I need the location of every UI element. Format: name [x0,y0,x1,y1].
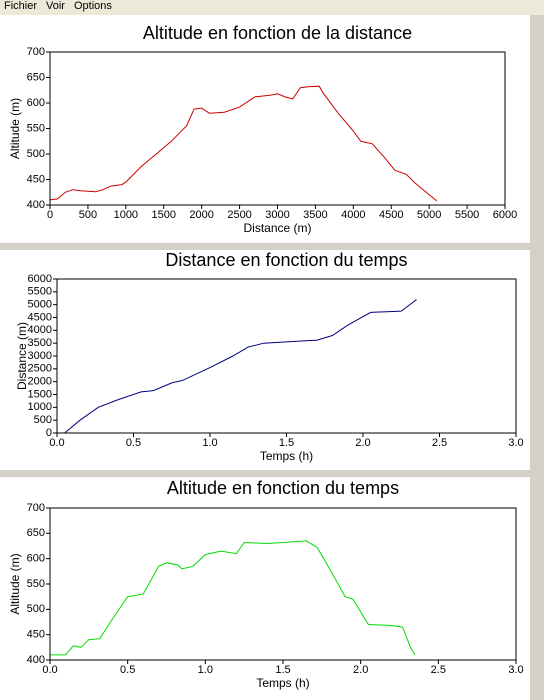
charts: Altitude en fonction de la distance Dista… [0,15,544,700]
x-tick-label: 5500 [455,209,479,221]
x-axis-label: Distance (m) [243,221,311,235]
x-tick-label: 0.5 [120,664,135,676]
y-tick-label: 600 [27,553,45,565]
menu-item[interactable]: Voir [46,0,65,12]
data-line [49,85,438,202]
x-tick-label: 1.0 [198,664,213,676]
x-tick-label: 0.0 [49,437,64,449]
data-line [50,540,416,656]
panel [0,250,530,470]
x-tick-label: 2500 [227,209,251,221]
x-tick-label: 1.5 [279,437,294,449]
x-tick-label: 1.0 [202,437,217,449]
x-tick-label: 1500 [152,209,176,221]
y-tick-label: 500 [34,414,52,426]
y-tick-label: 400 [27,654,45,666]
y-tick-label: 0 [46,427,52,439]
chart-title: Distance en fonction du temps [165,250,407,270]
plot-frame [49,51,506,206]
x-tick-label: 5000 [417,209,441,221]
x-tick-label: 3.0 [508,664,523,676]
x-tick-label: 1.5 [275,664,290,676]
x-tick-label: 2.5 [432,437,447,449]
plot-frame [56,278,517,434]
x-tick-label: 0.5 [126,437,141,449]
x-tick-label: 0.0 [42,664,57,676]
x-tick-label: 3000 [265,209,289,221]
chart-title: Altitude en fonction du temps [167,478,399,498]
y-tick-label: 500 [27,148,45,160]
chart-title: Altitude en fonction de la distance [143,23,412,43]
y-tick-label: 2000 [28,376,52,388]
y-axis-label: Altitude (m) [8,98,22,159]
y-tick-label: 3500 [28,337,52,349]
x-axis-label: Temps (h) [256,676,309,690]
y-axis-label: Altitude (m) [8,553,22,614]
y-tick-label: 2500 [28,363,52,375]
x-tick-label: 4000 [341,209,365,221]
y-axis-label: Distance (m) [15,322,29,390]
right-strip [530,15,544,700]
y-tick-label: 650 [27,527,45,539]
plot-frame [49,507,517,661]
y-tick-label: 550 [27,578,45,590]
menu-item[interactable]: Fichier [4,0,38,12]
y-tick-label: 600 [27,97,45,109]
menu-item[interactable]: Options [73,0,112,12]
y-tick-label: 450 [27,173,45,185]
data-line [57,299,417,434]
x-tick-label: 4500 [379,209,403,221]
x-tick-label: 2.0 [353,664,368,676]
menu-bar: Fichier Voir Options [0,0,544,15]
x-tick-label: 6000 [493,209,517,221]
y-tick-label: 4500 [28,311,52,323]
y-tick-label: 700 [27,46,45,58]
y-tick-label: 4000 [28,324,52,336]
x-tick-label: 3.0 [508,437,523,449]
x-tick-label: 2.5 [431,664,446,676]
y-tick-label: 650 [27,71,45,83]
y-tick-label: 6000 [28,273,52,285]
x-tick-label: 2.0 [355,437,370,449]
y-tick-label: 5000 [28,299,52,311]
y-tick-label: 700 [27,502,45,514]
y-tick-label: 500 [27,603,45,615]
x-tick-label: 2000 [189,209,213,221]
y-tick-label: 3000 [28,350,52,362]
y-tick-label: 5500 [28,286,52,298]
y-tick-label: 1500 [28,388,52,400]
y-tick-label: 550 [27,122,45,134]
panel [0,477,530,700]
y-tick-label: 450 [27,629,45,641]
y-tick-label: 1000 [28,401,52,413]
x-tick-label: 0 [47,209,53,221]
x-tick-label: 1000 [114,209,138,221]
x-axis-label: Temps (h) [260,449,313,463]
y-tick-label: 400 [27,199,45,211]
x-tick-label: 3500 [303,209,327,221]
x-tick-label: 500 [79,209,97,221]
